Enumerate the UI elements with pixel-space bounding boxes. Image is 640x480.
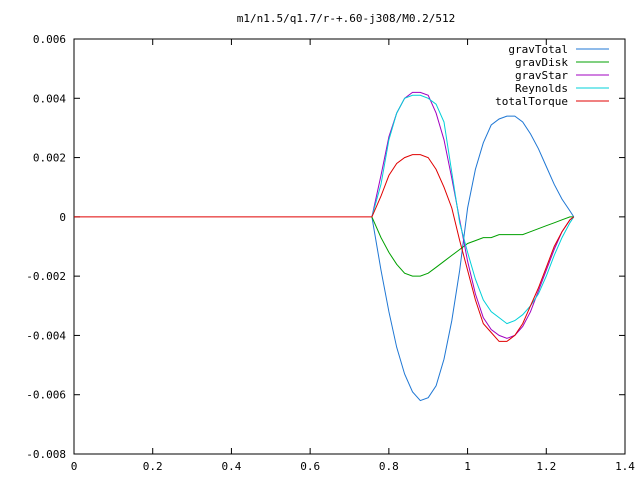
y-tick-label: 0.002 — [33, 152, 66, 165]
x-tick-label: 1.4 — [615, 460, 635, 473]
x-tick-label: 0.4 — [221, 460, 241, 473]
plot-frame — [73, 38, 626, 455]
series-line-reynolds — [371, 94, 575, 325]
y-axis: 0.006 0.004 0.002 0 -0.002 -0.004 -0.006 -0.008 — [26, 33, 625, 461]
x-tick-label: 1.2 — [536, 460, 556, 473]
y-tick-label: -0.008 — [26, 448, 66, 461]
series-line-gravtotal — [371, 115, 575, 402]
y-tick-label: -0.006 — [26, 389, 66, 402]
x-tick-label: 0.6 — [300, 460, 320, 473]
x-tick-label: 1 — [464, 460, 471, 473]
chart-title: m1/n1.5/q1.7/r-+.60-j308/M0.2/512 — [237, 12, 456, 25]
y-tick-label: 0.004 — [33, 92, 66, 105]
y-tick-label: -0.004 — [26, 329, 66, 342]
legend-label: gravDisk — [515, 56, 568, 69]
legend-label: Reynolds — [515, 82, 568, 95]
y-tick-label: 0 — [59, 211, 66, 224]
x-tick-label: 0.2 — [143, 460, 163, 473]
series-line-gravdisk — [371, 216, 574, 277]
x-tick-label: 0.8 — [379, 460, 399, 473]
x-axis: 0 0.2 0.4 0.6 0.8 1 1.2 1.4 — [71, 39, 635, 473]
series-line-gravstar — [371, 91, 575, 339]
legend-label: totalTorque — [495, 95, 568, 108]
y-tick-label: 0.006 — [33, 33, 66, 46]
series-lines — [74, 91, 575, 402]
legend-label: gravStar — [515, 69, 568, 82]
series-line-totaltorque — [74, 154, 575, 342]
x-tick-label: 0 — [71, 460, 78, 473]
legend-label: gravTotal — [508, 43, 568, 56]
legend: gravTotalgravDiskgravStarReynoldstotalTo… — [495, 43, 609, 108]
y-tick-label: -0.002 — [26, 270, 66, 283]
